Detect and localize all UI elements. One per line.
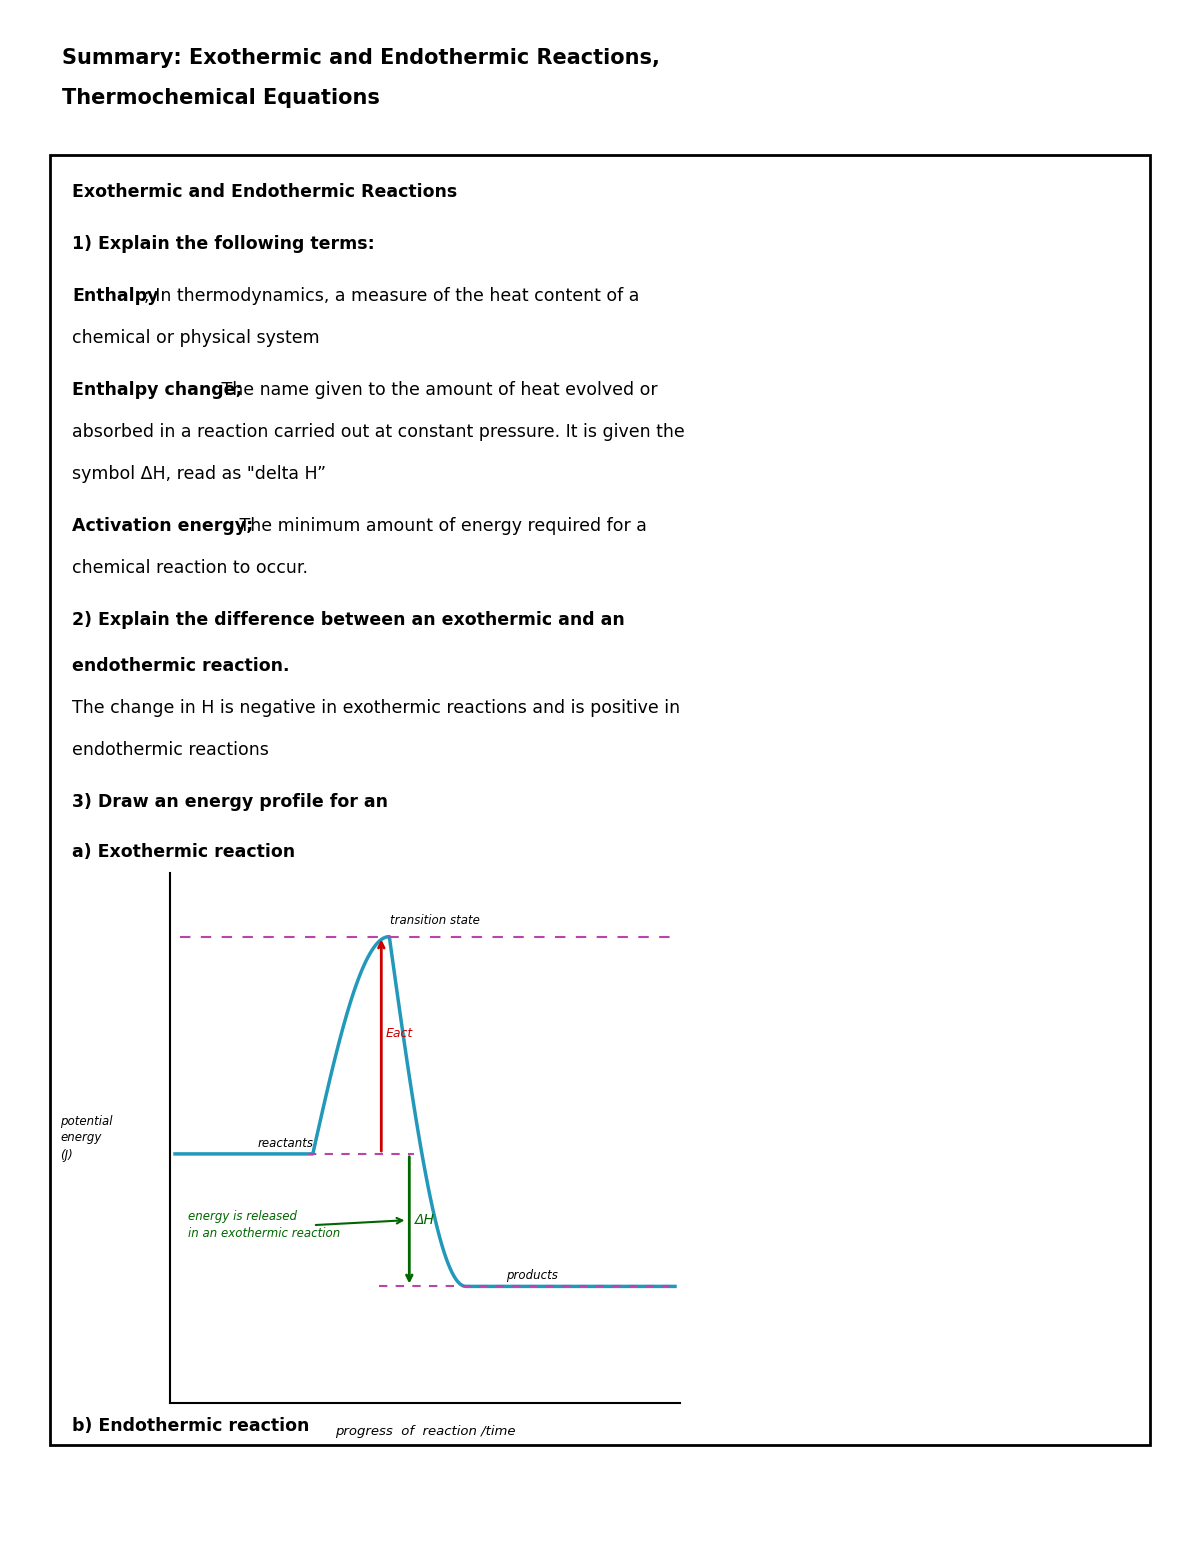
- Text: The change in H is negative in exothermic reactions and is positive in: The change in H is negative in exothermi…: [72, 699, 680, 717]
- Text: chemical reaction to occur.: chemical reaction to occur.: [72, 559, 308, 578]
- Bar: [50, 155, 1150, 1444]
- Text: Summary: Exothermic and Endothermic Reactions,: Summary: Exothermic and Endothermic Reac…: [62, 48, 660, 68]
- Text: ; In thermodynamics, a measure of the heat content of a: ; In thermodynamics, a measure of the he…: [144, 287, 640, 304]
- Text: absorbed in a reaction carried out at constant pressure. It is given the: absorbed in a reaction carried out at co…: [72, 422, 685, 441]
- Text: potential
energy
(J): potential energy (J): [60, 1115, 113, 1162]
- Text: 1) Explain the following terms:: 1) Explain the following terms:: [72, 235, 374, 253]
- Text: a) Exothermic reaction: a) Exothermic reaction: [72, 843, 295, 860]
- Text: Enthalpy change;: Enthalpy change;: [72, 380, 242, 399]
- Text: 2) Explain the difference between an exothermic and an: 2) Explain the difference between an exo…: [72, 610, 625, 629]
- Text: 3) Draw an energy profile for an: 3) Draw an energy profile for an: [72, 794, 388, 811]
- Text: Activation energy;: Activation energy;: [72, 517, 253, 534]
- Text: chemical or physical system: chemical or physical system: [72, 329, 319, 346]
- Text: transition state: transition state: [390, 913, 480, 927]
- Text: endothermic reaction.: endothermic reaction.: [72, 657, 289, 676]
- Text: ΔH: ΔH: [415, 1213, 436, 1227]
- Text: reactants: reactants: [258, 1137, 314, 1149]
- Text: Thermochemical Equations: Thermochemical Equations: [62, 89, 380, 109]
- Text: symbol ΔH, read as "delta H”: symbol ΔH, read as "delta H”: [72, 464, 326, 483]
- Text: progress  of  reaction /time: progress of reaction /time: [335, 1426, 515, 1438]
- Text: b) Endothermic reaction: b) Endothermic reaction: [72, 1416, 310, 1435]
- Text: Eact: Eact: [385, 1027, 413, 1041]
- Text: endothermic reactions: endothermic reactions: [72, 741, 269, 759]
- Text: The minimum amount of energy required for a: The minimum amount of energy required fo…: [234, 517, 647, 534]
- Text: products: products: [506, 1269, 558, 1283]
- Text: Exothermic and Endothermic Reactions: Exothermic and Endothermic Reactions: [72, 183, 457, 200]
- Text: The name given to the amount of heat evolved or: The name given to the amount of heat evo…: [216, 380, 658, 399]
- Text: energy is released
in an exothermic reaction: energy is released in an exothermic reac…: [188, 1210, 341, 1241]
- Text: Enthalpy: Enthalpy: [72, 287, 158, 304]
